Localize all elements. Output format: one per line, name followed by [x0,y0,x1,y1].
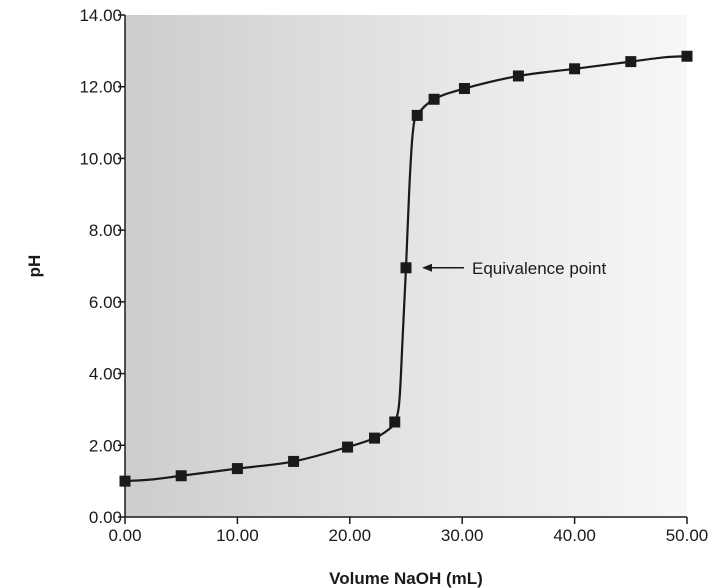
data-point [400,262,412,274]
data-point [288,455,300,467]
y-axis-title: pH [25,255,44,278]
data-point [119,475,131,487]
x-tick-label: 20.00 [329,526,372,545]
data-point [458,83,470,95]
data-point [569,63,581,75]
y-axis: 0.00 2.00 4.00 6.00 8.00 10.00 12.00 14.00 [79,6,126,527]
x-tick-label: 40.00 [553,526,596,545]
y-tick-label: 12.00 [79,78,122,97]
x-tick-label: 50.00 [666,526,709,545]
data-point [625,56,637,68]
equivalence-annotation: Equivalence point [422,259,606,278]
y-tick-label: 0.00 [89,508,122,527]
annotation-label: Equivalence point [472,259,606,278]
data-point [342,441,354,453]
data-point [512,70,524,82]
data-point [231,463,243,475]
x-axis-title: Volume NaOH (mL) [329,569,483,588]
y-tick-label: 2.00 [89,436,122,455]
data-point [389,416,401,428]
data-point [411,109,423,121]
series-line [123,55,689,483]
data-point [681,50,693,62]
x-tick-label: 0.00 [108,526,141,545]
x-tick-label: 30.00 [441,526,484,545]
y-tick-label: 6.00 [89,293,122,312]
data-point [369,432,381,444]
y-tick-label: 10.00 [79,149,122,168]
y-tick-label: 8.00 [89,221,122,240]
data-points [119,50,693,487]
annotation-arrow-head [422,263,432,272]
y-tick-label: 4.00 [89,365,122,384]
data-point [175,470,187,482]
x-tick-label: 10.00 [216,526,259,545]
x-axis: 0.00 10.00 20.00 30.00 40.00 50.00 [108,516,709,545]
y-tick-label: 14.00 [79,6,122,25]
data-point [428,93,440,105]
